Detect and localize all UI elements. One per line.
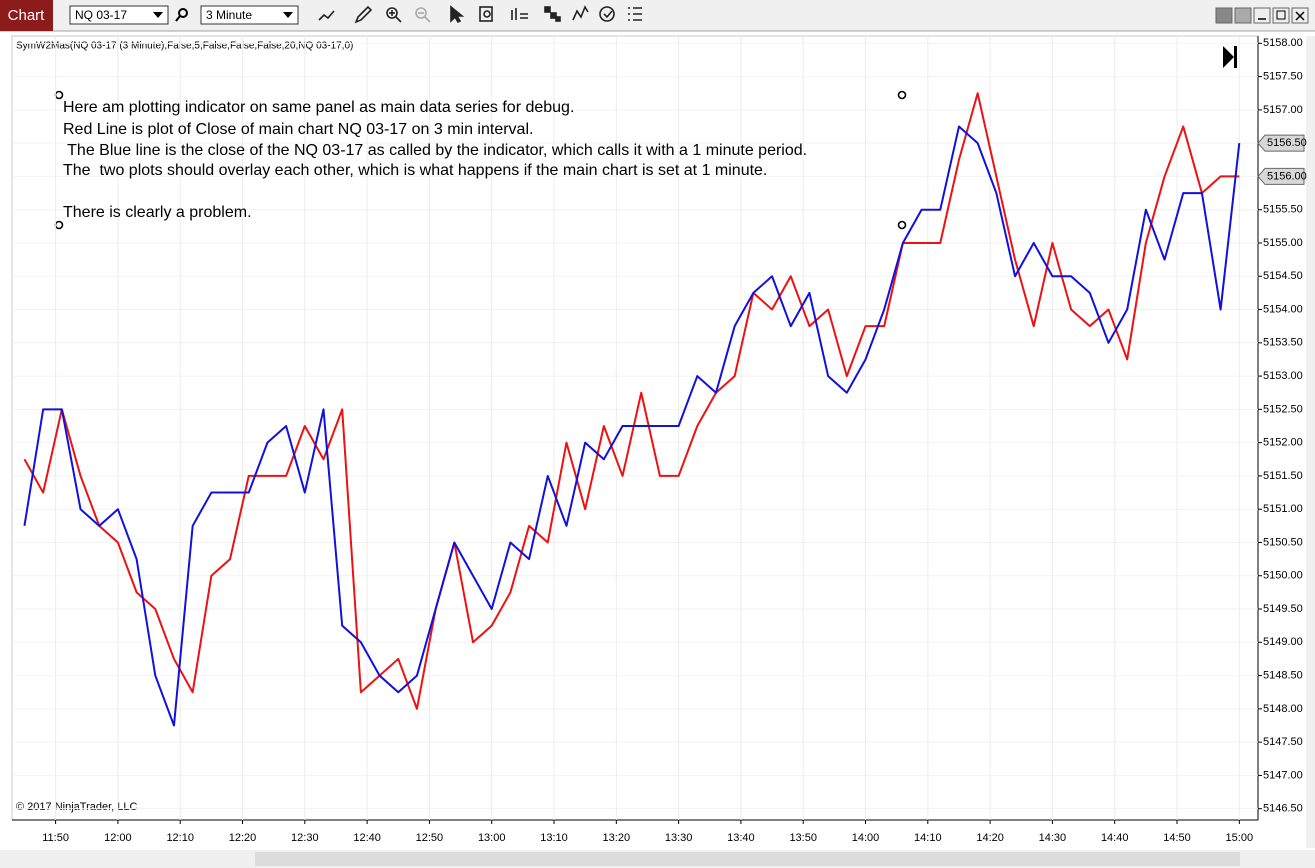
toolbar-icons[interactable]: [318, 5, 642, 24]
x-tick-label: 12:10: [166, 832, 194, 844]
y-tick-label: 5153.50: [1263, 337, 1303, 349]
price-marker: [1257, 134, 1305, 152]
annotation: Red Line is plot of Close of main chart …: [63, 121, 533, 138]
x-tick-label: 14:20: [976, 832, 1004, 844]
x-tick-label: 12:30: [291, 832, 319, 844]
x-tick-label: 14:50: [1163, 832, 1191, 844]
tab-label: Chart: [8, 7, 46, 24]
x-tick-label: 12:40: [353, 832, 381, 844]
copyright: © 2017 NinjaTrader, LLC: [16, 801, 137, 813]
y-tick-label: 5154.50: [1263, 270, 1303, 282]
x-tick-label: 11:50: [42, 832, 69, 844]
y-tick-label: 5151.00: [1263, 503, 1303, 515]
interval-label: 3 Minute: [206, 8, 252, 22]
annotation: The Blue line is the close of the NQ 03-…: [63, 142, 807, 159]
annotation: Here am plotting indicator on same panel…: [63, 99, 574, 116]
x-tick-label: 12:00: [104, 832, 132, 844]
scroll-thumb[interactable]: [255, 852, 1240, 866]
y-tick-label: 5146.50: [1263, 803, 1303, 815]
y-tick-label: 5150.00: [1263, 570, 1303, 582]
x-tick-label: 14:40: [1101, 832, 1129, 844]
window-buttons[interactable]: [1215, 7, 1309, 24]
price-marker-label: 5156.50: [1267, 137, 1307, 149]
x-tick-label: 14:10: [914, 832, 942, 844]
annotation: The two plots should overlay each other,…: [63, 162, 767, 179]
x-tick-label: 13:20: [603, 832, 631, 844]
indicator-label: SymW2Mas(NQ 03-17 (3 Minute),False,5,Fal…: [16, 41, 353, 52]
series-line: [23, 92, 1240, 710]
x-tick-label: 13:10: [540, 832, 568, 844]
x-tick-label: 15:00: [1226, 832, 1254, 844]
y-tick-label: 5147.50: [1263, 736, 1303, 748]
y-tick-label: 5149.50: [1263, 603, 1303, 615]
y-tick-label: 5152.00: [1263, 437, 1303, 449]
x-tick-label: 14:00: [852, 832, 880, 844]
y-tick-label: 5155.00: [1263, 237, 1303, 249]
y-tick-label: 5148.50: [1263, 669, 1303, 681]
instrument-label: NQ 03-17: [75, 8, 127, 22]
y-tick-label: 5154.00: [1263, 303, 1303, 315]
y-tick-label: 5152.50: [1263, 403, 1303, 415]
plot-layer: [12, 36, 1258, 820]
dropdown-arrow: [153, 12, 163, 18]
y-tick-label: 5158.00: [1263, 37, 1303, 49]
search-icon[interactable]: [175, 8, 188, 22]
y-tick-label: 5153.00: [1263, 370, 1303, 382]
y-tick-label: 5150.50: [1263, 536, 1303, 548]
x-tick-label: 12:50: [416, 832, 444, 844]
x-tick-label: 14:30: [1039, 832, 1067, 844]
price-marker: [1257, 167, 1305, 185]
scroll-end-icon[interactable]: [1223, 46, 1237, 68]
series-line: [23, 125, 1241, 727]
y-tick-label: 5157.50: [1263, 71, 1303, 83]
x-tick-label: 13:50: [789, 832, 817, 844]
y-tick-label: 5147.00: [1263, 769, 1303, 781]
price-marker-label: 5156.00: [1267, 170, 1307, 182]
dropdown-arrow: [283, 12, 293, 18]
x-tick-label: 12:20: [229, 832, 257, 844]
x-tick-label: 13:00: [478, 832, 506, 844]
y-tick-label: 5149.00: [1263, 636, 1303, 648]
annotation: There is clearly a problem.: [63, 204, 252, 221]
y-tick-label: 5148.00: [1263, 703, 1303, 715]
x-tick-label: 13:40: [727, 832, 755, 844]
y-tick-label: 5157.00: [1263, 104, 1303, 116]
toolbar: [0, 0, 1315, 31]
instrument-select[interactable]: [69, 5, 169, 25]
y-tick-label: 5151.50: [1263, 470, 1303, 482]
chart-tab[interactable]: [0, 0, 53, 31]
y-tick-label: 5155.50: [1263, 204, 1303, 216]
x-tick-label: 13:30: [665, 832, 693, 844]
side-bar: [1306, 36, 1315, 848]
interval-select[interactable]: [200, 5, 299, 25]
